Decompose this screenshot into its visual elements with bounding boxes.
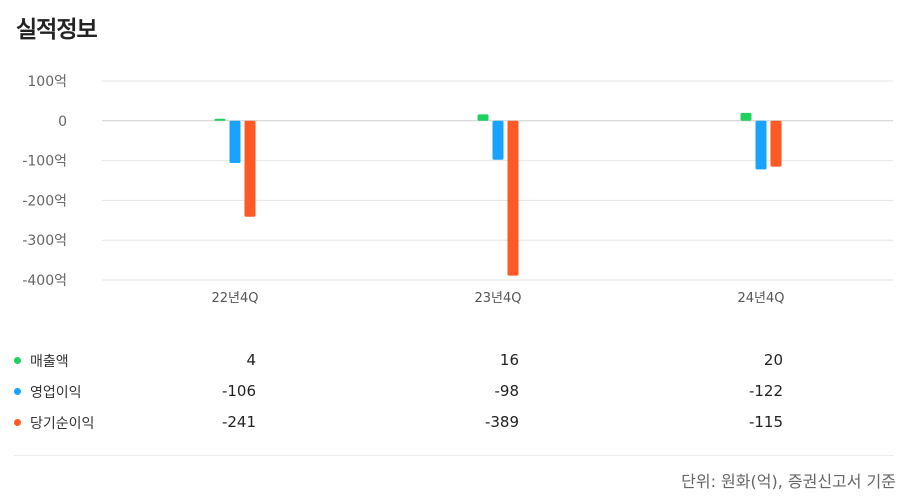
row-label: 매출액 bbox=[30, 354, 69, 370]
chart-grid bbox=[102, 80, 893, 281]
value-23-4q: 16 bbox=[499, 351, 519, 369]
bar-operating-income bbox=[492, 120, 504, 160]
bar-net-income bbox=[507, 120, 519, 276]
bar-revenue bbox=[477, 114, 489, 121]
value-23-4q: -98 bbox=[494, 382, 520, 400]
x-axis-ticks: 22년4Q 23년4Q 24년4Q bbox=[211, 291, 784, 306]
chart-bars bbox=[214, 112, 782, 276]
row-label: 영업이익 bbox=[30, 385, 82, 401]
revenue-legend-dot bbox=[14, 357, 21, 364]
table-row-operating-income: 영업이익 -106 -98 -122 bbox=[0, 376, 914, 407]
value-22-4q: 4 bbox=[246, 351, 256, 369]
value-24-4q: 20 bbox=[763, 351, 783, 369]
bar-net-income bbox=[770, 120, 782, 167]
value-24-4q: -122 bbox=[748, 382, 783, 400]
bar-revenue bbox=[740, 112, 752, 121]
value-22-4q: -106 bbox=[221, 382, 256, 400]
section-title: 실적정보 bbox=[16, 17, 98, 43]
unit-footnote: 단위: 원화(억), 증권신고서 기준 bbox=[681, 472, 896, 491]
performance-table: 매출액 4 16 20 영업이익 -106 -98 -122 당기순이익 -24… bbox=[0, 345, 914, 438]
footer-divider bbox=[14, 455, 894, 456]
net-income-legend-dot bbox=[14, 419, 21, 426]
y-tick-label: 0 bbox=[58, 114, 67, 130]
operating-income-legend-dot bbox=[14, 388, 21, 395]
y-tick-label: -400억 bbox=[22, 273, 67, 289]
y-tick-label: -200억 bbox=[22, 193, 67, 209]
y-tick-label: 100억 bbox=[27, 74, 67, 90]
bar-net-income bbox=[244, 120, 256, 217]
bar-revenue bbox=[214, 118, 226, 121]
y-tick-label: -300억 bbox=[22, 233, 67, 249]
table-row-revenue: 매출액 4 16 20 bbox=[0, 345, 914, 376]
performance-bar-chart: 100억 0 -100억 -200억 -300억 -400억 22년4Q 23년4Q 24년4… bbox=[22, 74, 893, 306]
y-axis-ticks: 100억 0 -100억 -200억 -300억 -400억 bbox=[22, 74, 67, 289]
value-23-4q: -389 bbox=[484, 413, 519, 431]
y-tick-label: -100억 bbox=[22, 154, 67, 170]
bar-operating-income bbox=[229, 120, 241, 163]
value-24-4q: -115 bbox=[748, 413, 783, 431]
x-tick-label: 24년4Q bbox=[737, 291, 784, 306]
row-label: 당기순이익 bbox=[30, 416, 95, 432]
bar-operating-income bbox=[755, 120, 767, 170]
x-tick-label: 22년4Q bbox=[211, 291, 258, 306]
table-row-net-income: 당기순이익 -241 -389 -115 bbox=[0, 407, 914, 438]
value-22-4q: -241 bbox=[221, 413, 256, 431]
x-tick-label: 23년4Q bbox=[474, 291, 521, 306]
